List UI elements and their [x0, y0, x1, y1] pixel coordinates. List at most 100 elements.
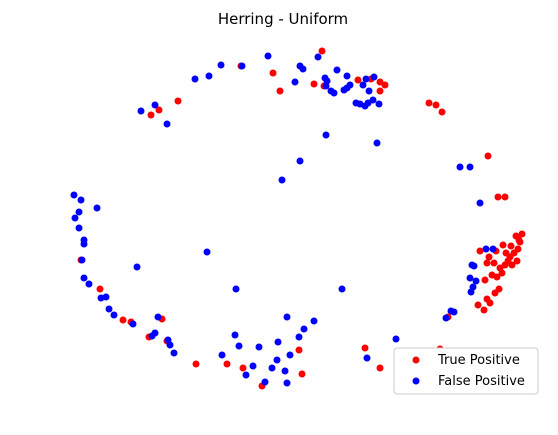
point-false-positive-63: [163, 120, 171, 128]
point-false-positive-54: [482, 245, 490, 253]
point-false-positive-93: [370, 73, 378, 81]
point-false-positive-83: [343, 72, 351, 80]
point-false-positive-68: [217, 61, 225, 69]
point-false-positive-13: [295, 333, 303, 341]
point-true-positive-38: [507, 242, 515, 250]
point-true-positive-57: [310, 80, 318, 88]
legend-marker-true-positive: [412, 356, 420, 364]
point-false-positive-42: [70, 191, 78, 199]
point-false-positive-19: [338, 285, 346, 293]
point-true-positive-42: [518, 230, 526, 238]
point-true-positive-46: [476, 247, 484, 255]
point-false-positive-91: [359, 81, 367, 89]
point-false-positive-61: [322, 131, 330, 139]
point-false-positive-70: [264, 52, 272, 60]
point-true-positive-2: [239, 364, 247, 372]
point-false-positive-81: [346, 81, 354, 89]
point-false-positive-28: [129, 320, 137, 328]
point-true-positive-50: [484, 152, 492, 160]
point-true-positive-43: [499, 241, 507, 249]
point-false-positive-90: [365, 87, 373, 95]
point-false-positive-35: [78, 256, 86, 264]
point-false-positive-40: [75, 208, 83, 216]
point-false-positive-7: [286, 351, 294, 359]
point-false-positive-45: [442, 314, 450, 322]
point-true-positive-23: [495, 285, 503, 293]
point-false-positive-9: [218, 351, 226, 359]
point-false-positive-66: [191, 75, 199, 83]
point-false-positive-47: [450, 308, 458, 316]
point-true-positive-48: [494, 193, 502, 201]
point-true-positive-64: [376, 87, 384, 95]
point-true-positive-19: [480, 306, 488, 314]
point-false-positive-5: [249, 362, 257, 370]
point-false-positive-59: [278, 176, 286, 184]
point-true-positive-55: [269, 69, 277, 77]
point-false-positive-57: [456, 163, 464, 171]
point-true-positive-9: [295, 346, 303, 354]
point-true-positive-31: [490, 259, 498, 267]
legend: True Positive False Positive: [393, 347, 539, 395]
point-true-positive-5: [376, 364, 384, 372]
point-false-positive-29: [110, 311, 118, 319]
point-true-positive-65: [425, 99, 433, 107]
point-false-positive-64: [137, 107, 145, 115]
point-false-positive-67: [205, 72, 213, 80]
point-true-positive-15: [96, 285, 104, 293]
point-false-positive-82: [333, 66, 341, 74]
legend-marker-false-positive: [412, 377, 420, 385]
point-false-positive-12: [274, 338, 282, 346]
point-true-positive-53: [174, 97, 182, 105]
point-true-positive-59: [318, 47, 326, 55]
point-false-positive-16: [283, 313, 291, 321]
point-true-positive-66: [432, 101, 440, 109]
point-true-positive-18: [474, 301, 482, 309]
point-false-positive-3: [281, 367, 289, 375]
point-true-positive-44: [485, 253, 493, 261]
point-true-positive-63: [381, 81, 389, 89]
point-false-positive-27: [154, 313, 162, 321]
point-false-positive-21: [203, 248, 211, 256]
point-false-positive-38: [75, 224, 83, 232]
point-true-positive-37: [514, 245, 522, 253]
point-true-positive-24: [481, 276, 489, 284]
point-true-positive-34: [513, 257, 521, 265]
point-false-positive-88: [369, 96, 377, 104]
point-false-positive-44: [133, 263, 141, 271]
point-false-positive-92: [362, 75, 370, 83]
point-false-positive-34: [80, 274, 88, 282]
point-false-positive-15: [310, 317, 318, 325]
point-false-positive-20: [232, 285, 240, 293]
point-false-positive-0: [242, 371, 250, 379]
chart-title: Herring - Uniform: [218, 10, 348, 28]
point-false-positive-4: [268, 364, 276, 372]
legend-label-true-positive: True Positive: [437, 353, 520, 368]
point-false-positive-77: [330, 89, 338, 97]
point-false-positive-94: [296, 62, 304, 70]
point-false-positive-50: [472, 277, 480, 285]
point-true-positive-67: [438, 108, 446, 116]
point-false-positive-32: [102, 293, 110, 301]
point-false-positive-73: [314, 53, 322, 61]
point-false-positive-43: [93, 204, 101, 212]
point-true-positive-54: [276, 87, 284, 95]
point-false-positive-6: [273, 356, 281, 364]
point-false-positive-56: [476, 199, 484, 207]
point-true-positive-1: [298, 370, 306, 378]
point-true-positive-7: [361, 344, 369, 352]
point-false-positive-17: [363, 354, 371, 362]
point-false-positive-69: [238, 62, 246, 70]
point-false-positive-89: [375, 100, 383, 108]
point-true-positive-14: [119, 316, 127, 324]
point-true-positive-4: [192, 360, 200, 368]
point-false-positive-18: [392, 335, 400, 343]
point-false-positive-58: [466, 163, 474, 171]
point-false-positive-2: [283, 379, 291, 387]
point-true-positive-26: [493, 273, 501, 281]
legend-box: [393, 347, 539, 395]
point-true-positive-33: [508, 261, 516, 269]
point-false-positive-39: [71, 214, 79, 222]
point-false-positive-14: [300, 325, 308, 333]
point-true-positive-49: [501, 193, 509, 201]
